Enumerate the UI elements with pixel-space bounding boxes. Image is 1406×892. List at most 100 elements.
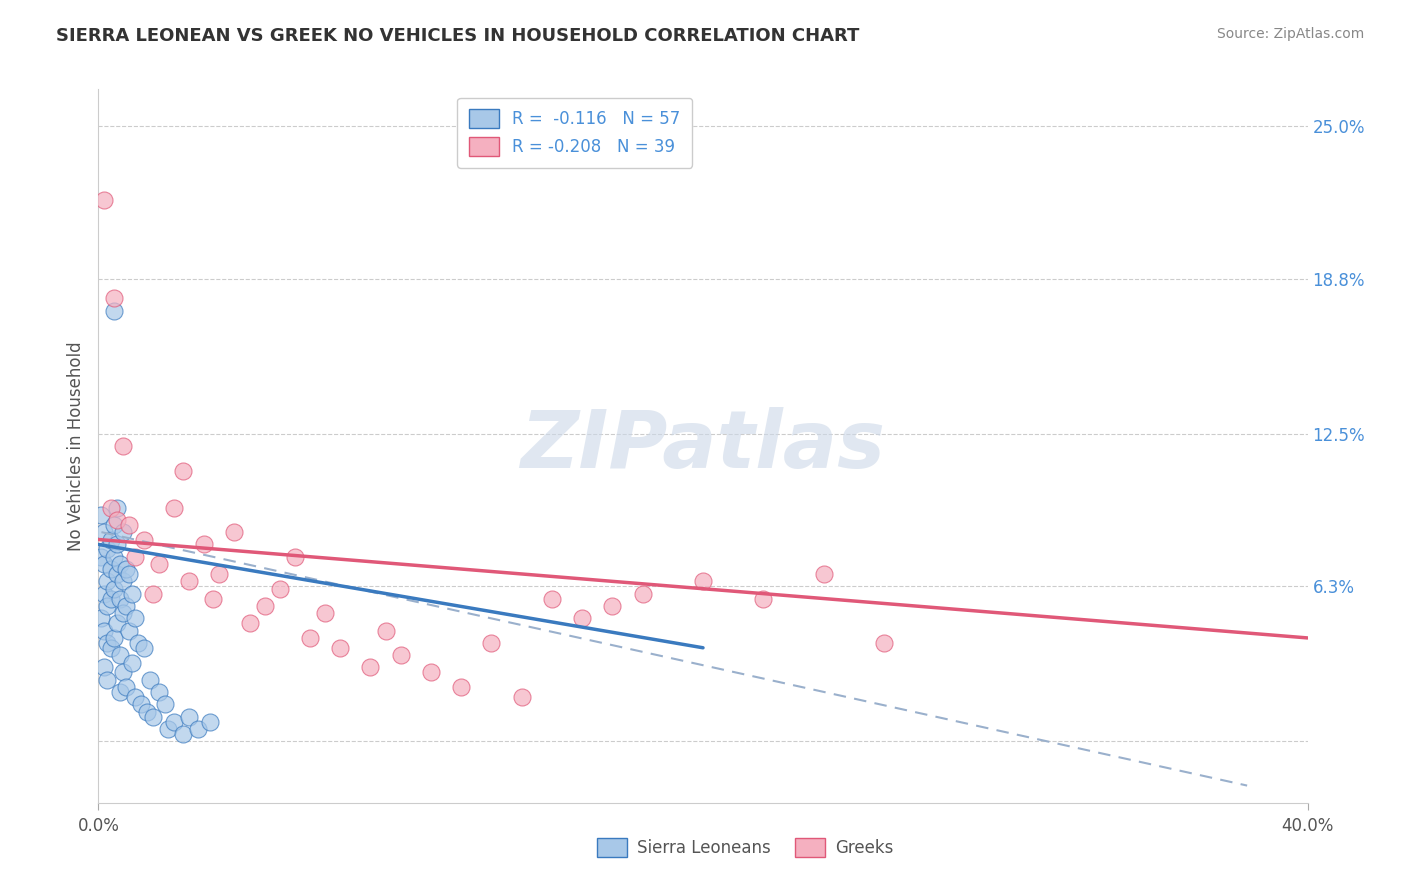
Point	[450, 680, 472, 694]
Point	[127, 636, 149, 650]
Point	[121, 587, 143, 601]
Point	[135, 705, 157, 719]
Point	[389, 648, 412, 662]
Y-axis label: No Vehicles in Household: No Vehicles in Household	[67, 341, 86, 551]
Point	[253, 599, 276, 613]
Point	[93, 587, 115, 601]
Point	[111, 525, 134, 540]
Point	[692, 574, 714, 589]
Point	[103, 631, 125, 645]
Point	[571, 611, 593, 625]
Point	[100, 500, 122, 515]
Point	[96, 673, 118, 687]
Point	[193, 537, 215, 551]
Point	[105, 500, 128, 515]
Point	[142, 587, 165, 601]
Point	[148, 685, 170, 699]
Point	[90, 549, 112, 564]
Point	[108, 648, 131, 662]
Legend: R =  -0.116   N = 57, R = -0.208   N = 39: R = -0.116 N = 57, R = -0.208 N = 39	[457, 97, 692, 168]
Point	[111, 607, 134, 621]
Point	[90, 611, 112, 625]
Point	[481, 636, 503, 650]
Point	[631, 587, 654, 601]
Point	[163, 500, 186, 515]
Point	[129, 698, 152, 712]
Point	[114, 680, 136, 694]
Point	[269, 582, 291, 596]
Point	[121, 656, 143, 670]
Point	[96, 599, 118, 613]
Point	[360, 660, 382, 674]
Text: SIERRA LEONEAN VS GREEK NO VEHICLES IN HOUSEHOLD CORRELATION CHART: SIERRA LEONEAN VS GREEK NO VEHICLES IN H…	[56, 27, 859, 45]
Point	[179, 709, 201, 723]
Text: ZIPatlas: ZIPatlas	[520, 407, 886, 485]
Point	[108, 591, 131, 606]
Point	[114, 562, 136, 576]
Point	[239, 616, 262, 631]
Point	[374, 624, 396, 638]
Point	[93, 624, 115, 638]
Legend: Sierra Leoneans, Greeks: Sierra Leoneans, Greeks	[588, 830, 903, 866]
Point	[156, 722, 179, 736]
Point	[284, 549, 307, 564]
Point	[111, 574, 134, 589]
Point	[118, 517, 141, 532]
Point	[540, 591, 562, 606]
Point	[96, 636, 118, 650]
Point	[172, 727, 194, 741]
Point	[142, 709, 165, 723]
Point	[108, 557, 131, 571]
Point	[103, 582, 125, 596]
Point	[200, 714, 222, 729]
Point	[114, 599, 136, 613]
Point	[124, 549, 146, 564]
Point	[111, 665, 134, 680]
Point	[813, 566, 835, 581]
Point	[90, 508, 112, 522]
Point	[602, 599, 624, 613]
Point	[118, 624, 141, 638]
Point	[103, 291, 125, 305]
Point	[103, 549, 125, 564]
Point	[105, 537, 128, 551]
Point	[96, 574, 118, 589]
Point	[153, 698, 176, 712]
Point	[172, 464, 194, 478]
Point	[93, 660, 115, 674]
Point	[96, 542, 118, 557]
Point	[132, 640, 155, 655]
Point	[163, 714, 186, 729]
Point	[139, 673, 162, 687]
Point	[93, 557, 115, 571]
Point	[103, 517, 125, 532]
Point	[124, 611, 146, 625]
Point	[314, 607, 336, 621]
Point	[132, 533, 155, 547]
Point	[100, 591, 122, 606]
Point	[329, 640, 352, 655]
Point	[208, 566, 231, 581]
Point	[202, 591, 225, 606]
Point	[111, 439, 134, 453]
Point	[752, 591, 775, 606]
Point	[420, 665, 443, 680]
Point	[148, 557, 170, 571]
Point	[299, 631, 322, 645]
Point	[100, 533, 122, 547]
Point	[100, 640, 122, 655]
Point	[103, 303, 125, 318]
Point	[93, 193, 115, 207]
Point	[224, 525, 246, 540]
Text: Source: ZipAtlas.com: Source: ZipAtlas.com	[1216, 27, 1364, 41]
Point	[124, 690, 146, 704]
Point	[105, 616, 128, 631]
Point	[179, 574, 201, 589]
Point	[105, 513, 128, 527]
Point	[187, 722, 209, 736]
Point	[510, 690, 533, 704]
Point	[93, 525, 115, 540]
Point	[108, 685, 131, 699]
Point	[118, 566, 141, 581]
Point	[100, 562, 122, 576]
